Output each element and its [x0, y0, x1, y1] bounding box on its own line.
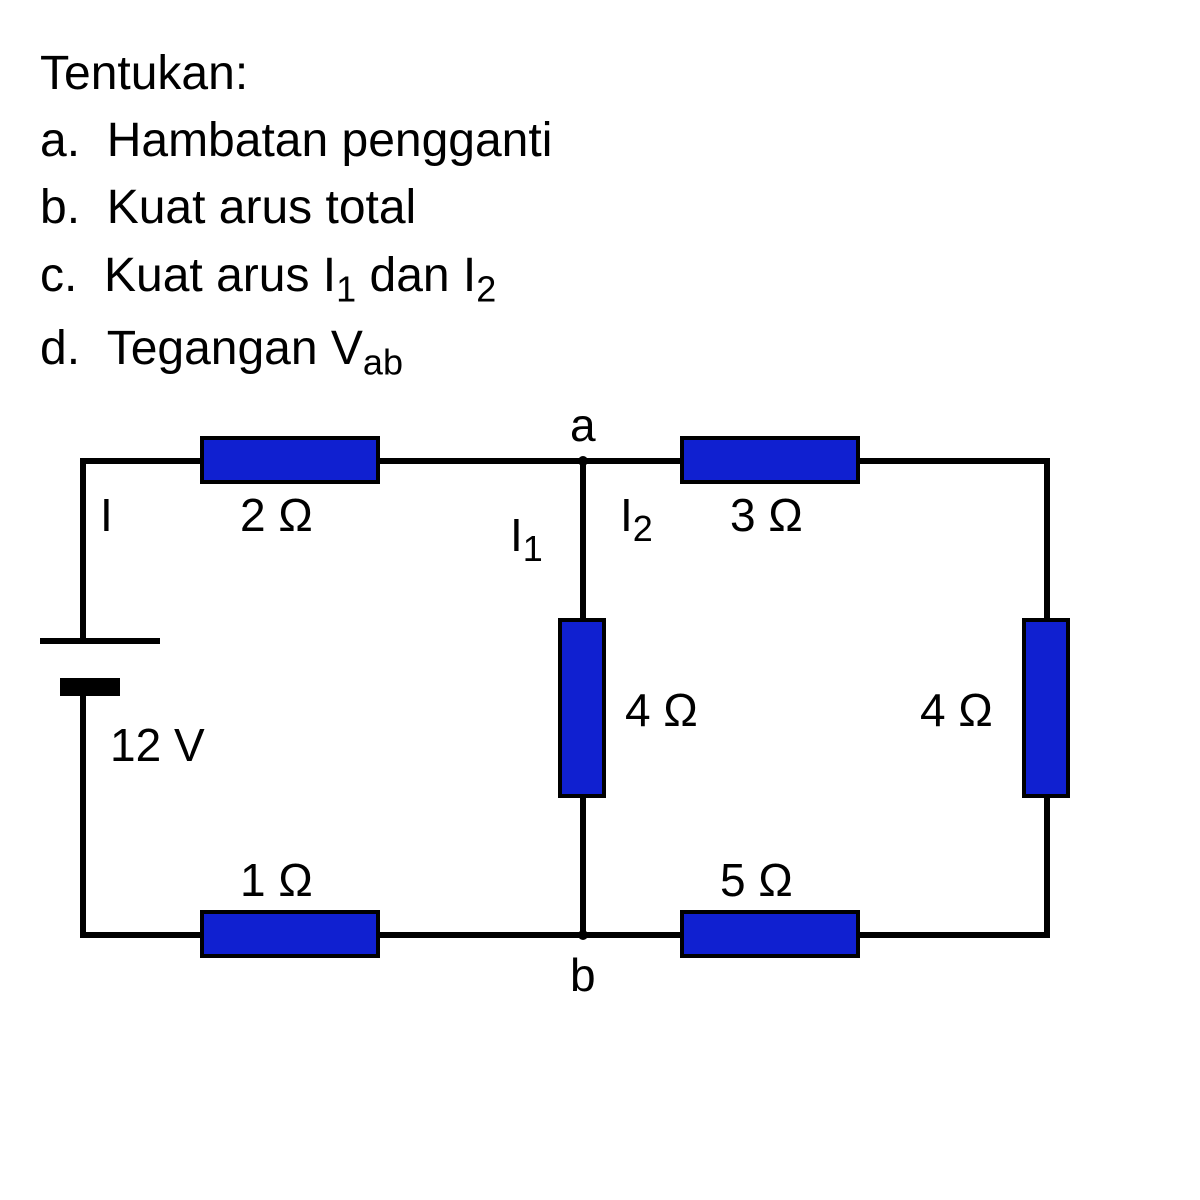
- circuit-diagram: I 12 V 2 Ω a I1 I2 3 Ω 4 Ω 4 Ω 1 Ω 5 Ω b: [40, 418, 1090, 978]
- label-2ohm: 2 Ω: [240, 488, 313, 542]
- label-12V: 12 V: [110, 718, 205, 772]
- wire-bottom-mid: [380, 932, 680, 938]
- wire-top-left: [80, 458, 200, 464]
- label-1ohm: 1 Ω: [240, 853, 313, 907]
- question-item-a: a. Hambatan pengganti: [40, 107, 1160, 174]
- label-I: I: [100, 488, 113, 542]
- wire-right-bottom: [1044, 798, 1050, 938]
- wire-left-bottom: [80, 696, 86, 938]
- wire-mid-bottom: [580, 798, 586, 938]
- label-3ohm: 3 Ω: [730, 488, 803, 542]
- resistor-2ohm: [200, 436, 380, 484]
- label-4ohm-right: 4 Ω: [920, 683, 993, 737]
- question-item-c: c. Kuat arus I1 dan I2: [40, 242, 1160, 315]
- resistor-4ohm-left: [558, 618, 606, 798]
- node-a: [578, 456, 588, 466]
- wire-top-mid: [380, 458, 600, 464]
- resistor-5ohm: [680, 910, 860, 958]
- battery-negative: [60, 678, 120, 696]
- question-item-b: b. Kuat arus total: [40, 174, 1160, 241]
- wire-bottom-left: [80, 932, 200, 938]
- wire-bottom-right: [860, 932, 1050, 938]
- resistor-1ohm: [200, 910, 380, 958]
- label-5ohm: 5 Ω: [720, 853, 793, 907]
- resistor-4ohm-right: [1022, 618, 1070, 798]
- label-a: a: [570, 398, 596, 452]
- label-4ohm-left: 4 Ω: [625, 683, 698, 737]
- question-title: Tentukan:: [40, 40, 1160, 107]
- question-item-d: d. Tegangan Vab: [40, 315, 1160, 388]
- wire-right-top: [1044, 458, 1050, 618]
- question-block: Tentukan: a. Hambatan pengganti b. Kuat …: [40, 40, 1160, 388]
- battery-positive: [40, 638, 160, 644]
- label-I1: I1: [510, 508, 543, 570]
- wire-top-right: [860, 458, 1050, 464]
- label-I2: I2: [620, 488, 653, 550]
- label-b: b: [570, 948, 596, 1002]
- wire-left-top: [80, 458, 86, 638]
- resistor-3ohm: [680, 436, 860, 484]
- node-b: [578, 930, 588, 940]
- wire-top-mid2: [600, 458, 680, 464]
- wire-mid-top: [580, 458, 586, 618]
